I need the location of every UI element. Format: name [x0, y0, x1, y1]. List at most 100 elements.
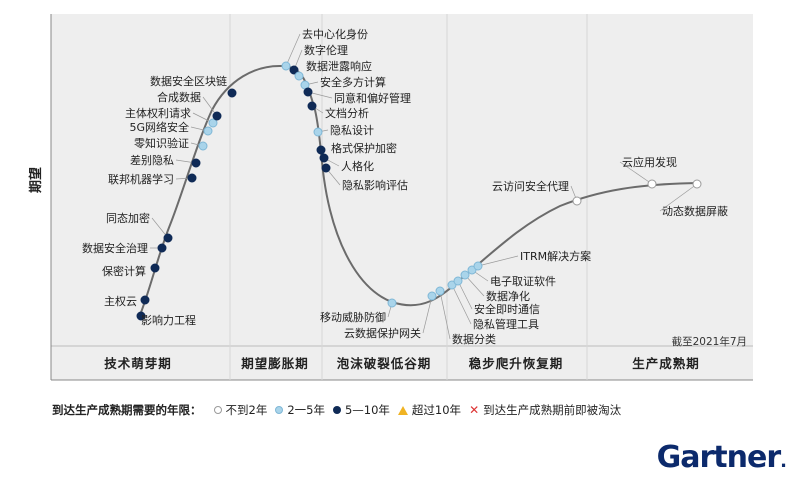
data-point: [294, 71, 304, 81]
phase-label-3: 泡沫破裂低谷期: [337, 356, 432, 371]
label-leader: [619, 161, 653, 185]
data-point: [157, 243, 167, 253]
data-point: [212, 111, 222, 121]
data-point: [150, 263, 160, 273]
data-point: [313, 127, 323, 137]
legend-label: 超过10年: [411, 403, 462, 417]
data-point: [140, 295, 150, 305]
point-label: 差别隐私: [130, 153, 174, 167]
data-point: [281, 61, 291, 71]
data-point: [319, 153, 329, 163]
legend-item-under-2: 不到2年: [213, 402, 268, 418]
label-leader: [285, 33, 301, 67]
data-point: [435, 286, 445, 296]
data-point: [198, 141, 208, 151]
point-label: 数据安全区块链: [150, 74, 227, 88]
data-point: [473, 261, 483, 271]
cross-icon: ✕: [469, 403, 480, 417]
as-of-date: 截至2021年7月: [672, 335, 747, 348]
hype-curve: [139, 64, 698, 316]
point-label: 动态数据屏蔽: [662, 204, 728, 218]
point-label: 合成数据: [157, 90, 201, 104]
legend-item-2-5: 2一5年: [275, 402, 325, 418]
data-point: [387, 298, 397, 308]
label-leader: [439, 290, 451, 340]
plot-background: [51, 14, 753, 380]
point-label: 数字伦理: [304, 43, 348, 57]
light-blue-dot-icon: [275, 406, 284, 414]
point-label: 云访问安全代理: [492, 179, 569, 193]
point-label: 隐私管理工具: [473, 317, 539, 331]
point-label: 电子取证软件: [490, 274, 556, 288]
data-point: [453, 276, 463, 286]
point-label: 零知识验证: [134, 136, 189, 150]
legend-label: 5—10年: [344, 403, 390, 417]
phase-label-2: 期望膨胀期: [241, 356, 309, 371]
point-label: 主权云: [104, 295, 137, 308]
data-point: [316, 145, 326, 155]
data-points: [136, 61, 702, 321]
point-label: 数据净化: [486, 289, 530, 303]
legend-label: 2一5年: [287, 403, 325, 417]
legend-label: 到达生产成熟期前即被淘汰: [483, 403, 622, 417]
y-axis-label: 期望: [28, 167, 44, 193]
data-point: [321, 163, 331, 173]
legend-label: 不到2年: [225, 403, 268, 417]
data-point: [136, 311, 146, 321]
data-point: [307, 101, 317, 111]
logo-dot: .: [780, 451, 787, 472]
point-label: 移动威胁防御: [320, 310, 386, 324]
phase-labels: 技术萌芽期 期望膨胀期 泡沫破裂低谷期 稳步爬升恢复期 生产成熟期: [104, 356, 700, 371]
point-label: 安全即时通信: [474, 302, 540, 316]
point-label: 数据安全治理: [82, 241, 148, 255]
label-leader: [464, 274, 485, 297]
label-leader: [422, 295, 433, 334]
point-label: 安全多方计算: [320, 75, 386, 89]
point-label: 去中心化身份: [302, 27, 368, 41]
point-label: 文档分析: [325, 106, 369, 120]
dark-blue-dot-icon: [332, 406, 341, 414]
data-point: [647, 179, 657, 189]
label-leader: [457, 280, 473, 310]
point-label: 隐私影响评估: [342, 179, 408, 192]
triangle-icon: [397, 405, 408, 415]
data-point: [187, 173, 197, 183]
data-point: [208, 118, 218, 128]
logo-text: Gartner: [656, 440, 782, 475]
point-label: 人格化: [341, 159, 374, 173]
point-label: 主体权利请求: [125, 106, 191, 120]
data-point: [191, 158, 201, 168]
data-point: [289, 65, 299, 75]
legend-item-obsolete: ✕ 到达生产成熟期前即被淘汰: [469, 402, 621, 418]
point-label: 数据分类: [452, 332, 496, 346]
point-label: 联邦机器学习: [108, 172, 174, 186]
point-label: 保密计算: [102, 264, 146, 278]
phase-label-4: 稳步爬升恢复期: [469, 356, 564, 371]
point-label: 数据泄露响应: [306, 59, 372, 73]
legend-title: 到达生产成熟期需要的年限：: [52, 403, 202, 417]
data-point: [692, 179, 702, 189]
label-leader: [659, 183, 698, 212]
point-label: 5G网络安全: [129, 120, 189, 134]
data-point: [227, 88, 237, 98]
point-label: 云应用发现: [622, 155, 677, 169]
data-point: [427, 291, 437, 301]
data-point: [163, 233, 173, 243]
legend-item-over-10: 超过10年: [397, 402, 462, 418]
point-label: 云数据保护网关: [344, 326, 421, 340]
phase-label-5: 生产成熟期: [632, 356, 700, 371]
legend-item-5-10: 5—10年: [332, 402, 390, 418]
data-point: [203, 126, 213, 136]
data-point: [303, 87, 313, 97]
point-label: 同意和偏好管理: [334, 91, 411, 105]
gartner-logo: Gartner.: [656, 440, 787, 475]
point-label: 隐私设计: [330, 124, 374, 137]
label-leader: [477, 255, 519, 267]
phase-label-1: 技术萌芽期: [104, 356, 172, 371]
point-label: 影响力工程: [141, 314, 196, 327]
white-dot-icon: [213, 406, 222, 414]
point-label: 格式保护加密: [331, 141, 397, 155]
label-leader: [451, 284, 472, 325]
